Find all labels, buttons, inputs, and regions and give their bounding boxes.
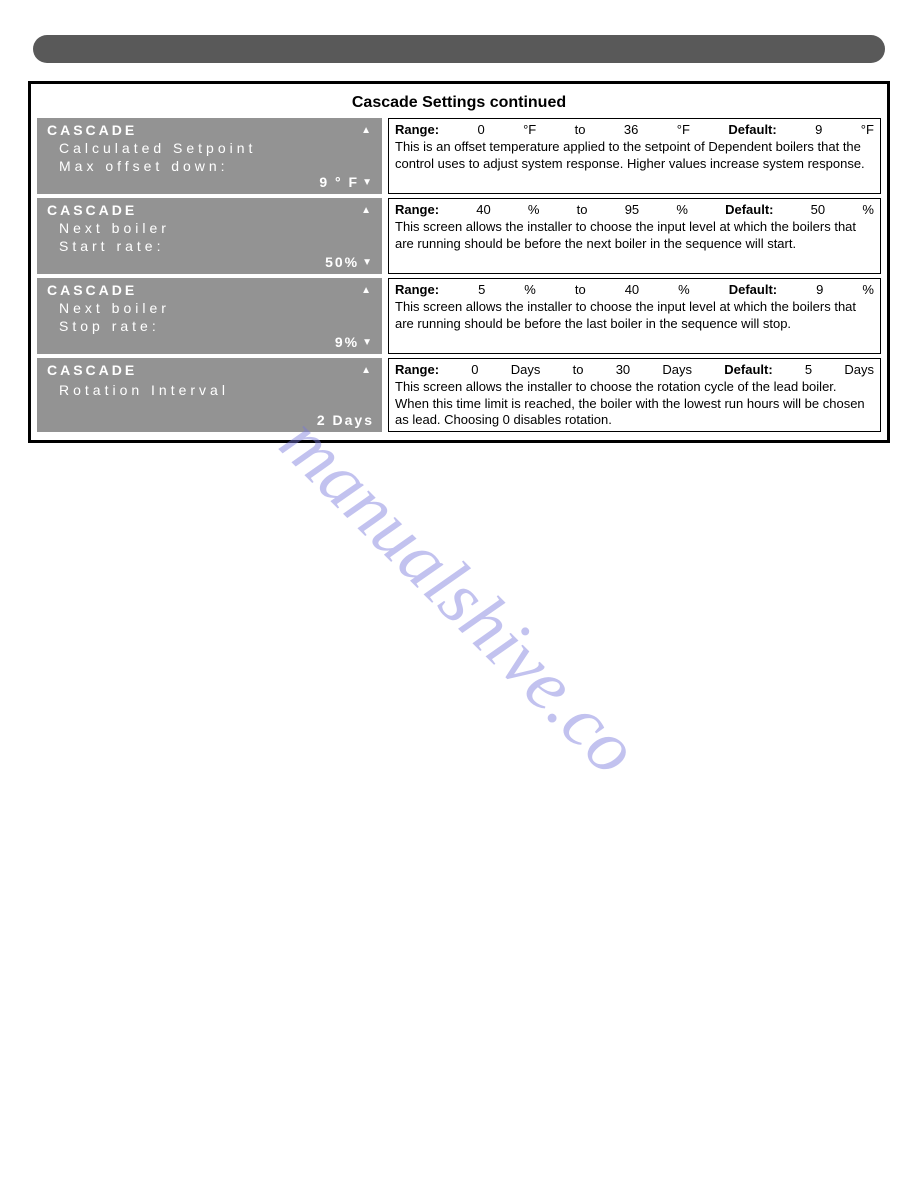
down-arrow-icon: ▼ [362, 337, 374, 348]
default-unit: % [862, 202, 874, 218]
default-val: 5 [805, 362, 812, 378]
range-conn: to [573, 362, 584, 378]
description-text: This screen allows the installer to choo… [395, 299, 874, 332]
description-text: This is an offset temperature applied to… [395, 139, 874, 172]
lcd-line2: Rotation Interval [47, 382, 374, 398]
default-label: Default: [725, 202, 773, 218]
range-min: 0 [477, 122, 484, 138]
lcd-value: 50% ▼ [47, 254, 374, 270]
range-line: Range: 0 Days to 30 Days Default: 5 Days [395, 362, 874, 378]
range-min-unit: % [528, 202, 540, 218]
lcd-header: CASCADE ▲ [47, 362, 374, 378]
lcd-value: 9 ° F ▼ [47, 174, 374, 190]
lcd-line1: Next boiler [47, 220, 374, 236]
lcd-line2: Stop rate: [47, 318, 374, 334]
range-min: 5 [478, 282, 485, 298]
description-panel: Range: 40 % to 95 % Default: 50 % This s… [388, 198, 881, 274]
lcd-value-text: 9% [335, 334, 359, 350]
header-bar [33, 35, 885, 63]
description-panel: Range: 0 Days to 30 Days Default: 5 Days… [388, 358, 881, 432]
lcd-panel: CASCADE ▲ Rotation Interval 2 Days [37, 358, 382, 432]
settings-table: Cascade Settings continued CASCADE ▲ Cal… [28, 81, 890, 443]
up-arrow-icon: ▲ [361, 365, 374, 376]
range-min-unit: % [524, 282, 536, 298]
range-conn: to [575, 122, 586, 138]
settings-row: CASCADE ▲ Calculated Setpoint Max offset… [37, 118, 881, 194]
default-label: Default: [724, 362, 772, 378]
lcd-value-text: 9 ° F [319, 174, 359, 190]
range-min: 40 [476, 202, 490, 218]
default-label: Default: [729, 282, 777, 298]
lcd-header-text: CASCADE [47, 122, 137, 138]
default-val: 9 [816, 282, 823, 298]
range-conn: to [577, 202, 588, 218]
up-arrow-icon: ▲ [361, 285, 374, 296]
lcd-header-text: CASCADE [47, 202, 137, 218]
lcd-line2: Start rate: [47, 238, 374, 254]
range-max: 40 [625, 282, 639, 298]
lcd-line1: Next boiler [47, 300, 374, 316]
range-max: 36 [624, 122, 638, 138]
settings-row: CASCADE ▲ Next boiler Stop rate: 9% ▼ Ra… [37, 278, 881, 354]
lcd-panel: CASCADE ▲ Next boiler Start rate: 50% ▼ [37, 198, 382, 274]
range-line: Range: 5 % to 40 % Default: 9 % [395, 282, 874, 298]
description-panel: Range: 0 °F to 36 °F Default: 9 °F This … [388, 118, 881, 194]
lcd-header: CASCADE ▲ [47, 282, 374, 298]
default-label: Default: [728, 122, 776, 138]
settings-row: CASCADE ▲ Next boiler Start rate: 50% ▼ … [37, 198, 881, 274]
lcd-value: 2 Days [47, 412, 374, 428]
lcd-line2: Max offset down: [47, 158, 374, 174]
range-max: 30 [616, 362, 630, 378]
description-panel: Range: 5 % to 40 % Default: 9 % This scr… [388, 278, 881, 354]
range-max-unit: % [678, 282, 690, 298]
lcd-header: CASCADE ▲ [47, 202, 374, 218]
range-max-unit: °F [677, 122, 690, 138]
range-line: Range: 40 % to 95 % Default: 50 % [395, 202, 874, 218]
range-label: Range: [395, 122, 439, 138]
watermark: manualshive.co [263, 400, 655, 792]
default-unit: Days [844, 362, 874, 378]
range-min-unit: Days [511, 362, 541, 378]
section-title: Cascade Settings continued [37, 90, 881, 118]
settings-row: CASCADE ▲ Rotation Interval 2 Days Range… [37, 358, 881, 432]
range-label: Range: [395, 202, 439, 218]
up-arrow-icon: ▲ [361, 125, 374, 136]
range-max: 95 [625, 202, 639, 218]
lcd-value: 9% ▼ [47, 334, 374, 350]
description-text: This screen allows the installer to choo… [395, 379, 874, 428]
default-unit: °F [861, 122, 874, 138]
default-val: 50 [811, 202, 825, 218]
range-min-unit: °F [523, 122, 536, 138]
default-val: 9 [815, 122, 822, 138]
default-unit: % [862, 282, 874, 298]
lcd-panel: CASCADE ▲ Calculated Setpoint Max offset… [37, 118, 382, 194]
range-line: Range: 0 °F to 36 °F Default: 9 °F [395, 122, 874, 138]
up-arrow-icon: ▲ [361, 205, 374, 216]
down-arrow-icon: ▼ [362, 177, 374, 188]
lcd-value-text: 50% [325, 254, 359, 270]
lcd-header: CASCADE ▲ [47, 122, 374, 138]
lcd-header-text: CASCADE [47, 282, 137, 298]
range-label: Range: [395, 282, 439, 298]
range-max-unit: Days [662, 362, 692, 378]
range-label: Range: [395, 362, 439, 378]
range-conn: to [575, 282, 586, 298]
description-text: This screen allows the installer to choo… [395, 219, 874, 252]
range-min: 0 [471, 362, 478, 378]
lcd-panel: CASCADE ▲ Next boiler Stop rate: 9% ▼ [37, 278, 382, 354]
lcd-header-text: CASCADE [47, 362, 137, 378]
down-arrow-icon: ▼ [362, 257, 374, 268]
lcd-value-text: 2 Days [317, 412, 374, 428]
range-max-unit: % [676, 202, 688, 218]
lcd-line1: Calculated Setpoint [47, 140, 374, 156]
